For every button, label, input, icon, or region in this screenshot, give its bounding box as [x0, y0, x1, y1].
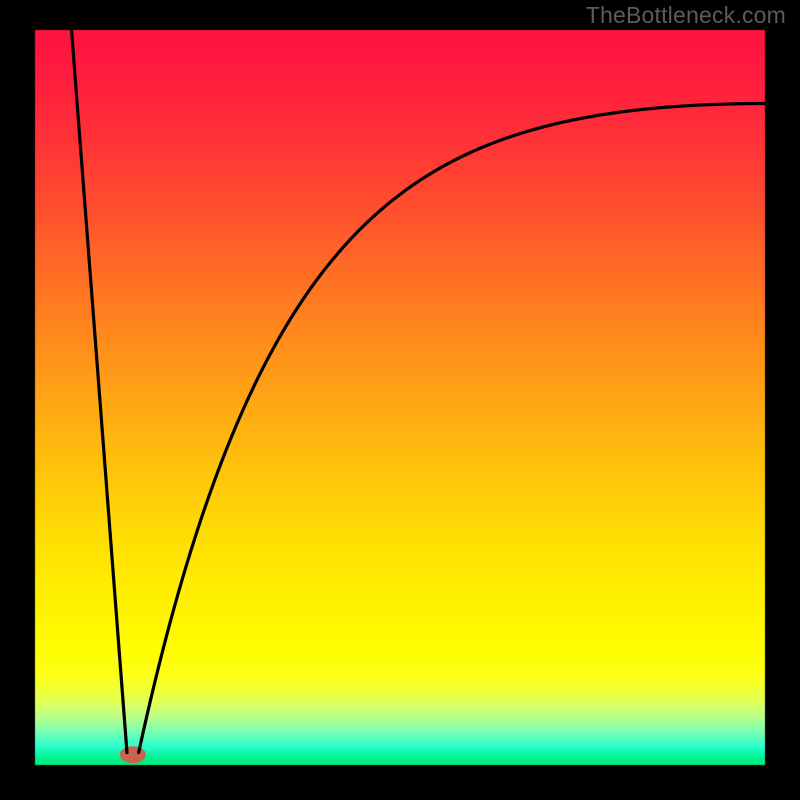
- curve-right-branch: [139, 104, 765, 753]
- chart-svg: [0, 0, 800, 800]
- notch-marker: [120, 746, 146, 763]
- watermark-text: TheBottleneck.com: [586, 2, 786, 29]
- curve-left-branch: [72, 30, 127, 753]
